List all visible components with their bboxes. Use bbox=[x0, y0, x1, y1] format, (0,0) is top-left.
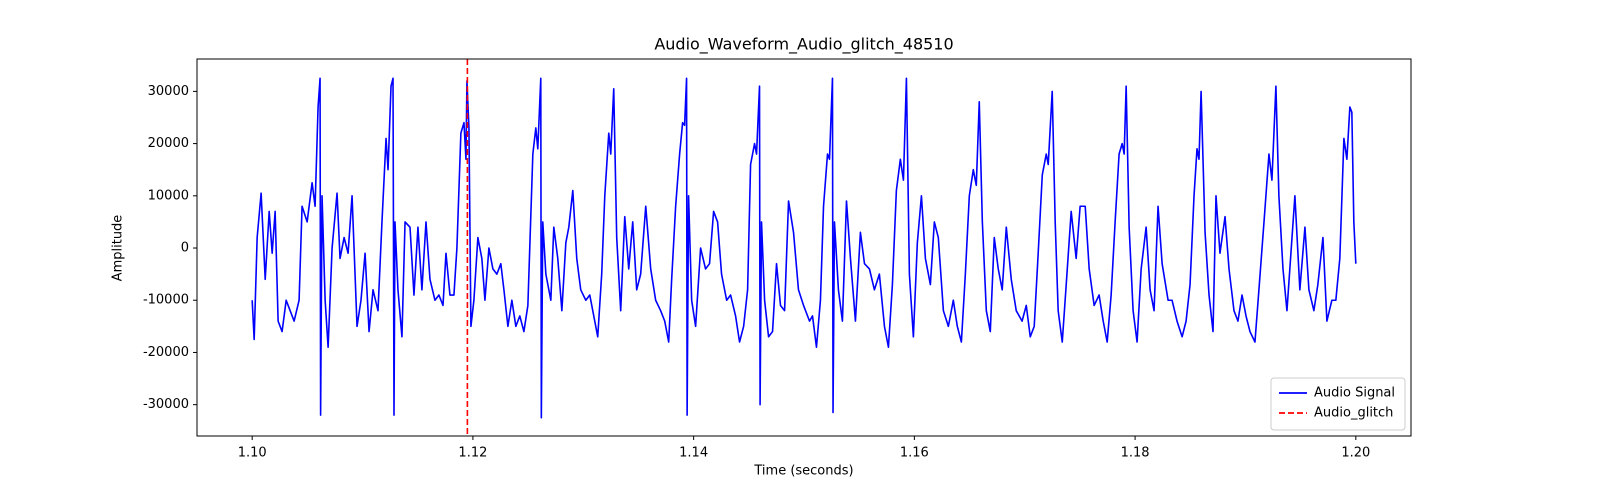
y-tick-label: 0 bbox=[181, 241, 189, 256]
y-axis-label: Amplitude bbox=[111, 215, 126, 282]
y-tick-label: 20000 bbox=[148, 136, 189, 151]
y-tick-label: -20000 bbox=[143, 345, 189, 360]
axes-frame bbox=[196, 58, 1412, 437]
signal-line bbox=[251, 77, 1357, 419]
y-tick-label: -10000 bbox=[143, 293, 189, 308]
x-tick-label: 1.14 bbox=[679, 446, 708, 461]
y-tick-label: 30000 bbox=[148, 84, 189, 99]
y-tick-label: -30000 bbox=[143, 397, 189, 412]
x-tick-label: 1.10 bbox=[238, 446, 267, 461]
chart-title: Audio_Waveform_Audio_glitch_48510 bbox=[654, 35, 953, 55]
legend-label: Audio_glitch bbox=[1314, 406, 1393, 421]
legend-box bbox=[1270, 377, 1406, 431]
x-tick-label: 1.12 bbox=[458, 446, 487, 461]
x-axis-label: Time (seconds) bbox=[753, 464, 853, 479]
x-tick-label: 1.20 bbox=[1341, 446, 1370, 461]
x-tick-label: 1.18 bbox=[1121, 446, 1150, 461]
x-tick-label: 1.16 bbox=[900, 446, 929, 461]
y-tick-label: 10000 bbox=[148, 188, 189, 203]
legend-label: Audio Signal bbox=[1314, 386, 1395, 401]
